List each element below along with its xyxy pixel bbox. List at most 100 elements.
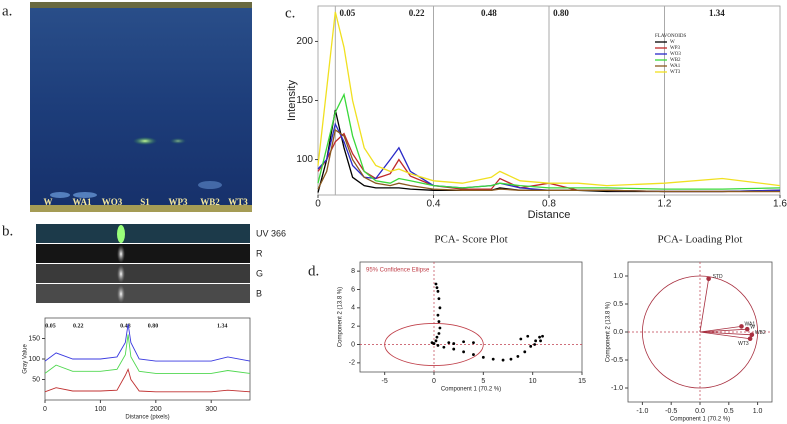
lane-label: S1 — [140, 197, 150, 207]
x-tick-label: 0 — [315, 199, 321, 210]
x-axis-label: Distance — [528, 209, 571, 221]
y-tick-label: 200 — [296, 36, 313, 47]
score-point — [435, 335, 439, 339]
y-tick-label: 0.5 — [613, 301, 623, 308]
strip-b — [36, 284, 250, 303]
score-point — [452, 342, 456, 345]
strip-g — [36, 264, 250, 283]
score-point — [437, 332, 441, 335]
spot — [50, 192, 70, 198]
x-tick-label: 0.0 — [695, 408, 705, 415]
y-tick-label: 0.0 — [613, 329, 623, 336]
ellipse-label: 95% Confidence Ellipse — [366, 268, 430, 274]
strip-uv — [36, 224, 250, 243]
x-tick-label: 5 — [481, 378, 485, 385]
x-tick-label: 200 — [150, 406, 162, 413]
legend-label: WB2 — [670, 58, 681, 63]
panel-label: c. — [285, 5, 295, 21]
y-axis-label: Component 2 (13.8 %) — [606, 302, 612, 362]
score-point — [501, 358, 505, 362]
x-tick-label: -5 — [382, 378, 388, 385]
legend-label: WA1 — [670, 64, 681, 69]
loading-vector — [699, 278, 710, 333]
legend-label: WO3 — [670, 52, 681, 57]
x-tick-label: -1.0 — [636, 408, 648, 415]
line-series — [317, 11, 781, 187]
score-point — [462, 340, 465, 344]
score-point — [436, 344, 440, 347]
y-tick-label: 6 — [351, 286, 355, 293]
spot — [198, 181, 222, 189]
band — [117, 225, 125, 243]
band — [117, 265, 125, 283]
loading-label: WB2 — [755, 330, 766, 336]
loading-vector — [699, 331, 752, 336]
loading-point — [747, 336, 753, 342]
score-point — [436, 289, 440, 293]
lane-label: WT3 — [228, 197, 248, 207]
line-series — [317, 128, 780, 193]
tlc-plate — [30, 2, 252, 212]
y-tick-label: 150 — [296, 95, 313, 106]
solvent-front — [30, 205, 252, 212]
y-tick-label: 0 — [351, 341, 355, 348]
plate-edge — [30, 2, 252, 8]
chart-title: PCA- Loading Plot — [658, 234, 743, 246]
score-point — [529, 344, 533, 348]
loading-vector — [699, 331, 751, 340]
y-tick-label: 150 — [28, 335, 40, 342]
loading-label: STD — [713, 274, 723, 280]
y-tick-label: 8 — [351, 268, 355, 275]
x-axis-label: Component 1 (70.2 %) — [441, 387, 501, 393]
y-tick-label: -0.5 — [611, 357, 623, 364]
score-point — [438, 306, 442, 310]
y-tick-label: 50 — [32, 376, 40, 383]
strip-label: UV 366 — [256, 228, 286, 238]
rf-label: 0.48 — [481, 8, 497, 18]
score-point — [437, 297, 441, 301]
x-tick-label: 1.2 — [658, 199, 672, 210]
loading-point — [749, 332, 755, 338]
loading-vector — [699, 328, 748, 333]
score-point — [538, 335, 541, 339]
loading-point — [739, 324, 744, 329]
score-point — [533, 343, 537, 346]
loading-vector — [699, 326, 742, 333]
strip-label: G — [256, 268, 263, 278]
strip-label: B — [256, 288, 262, 298]
loading-label: WT3 — [738, 341, 749, 347]
legend-title: FLAVONOIDS — [655, 34, 687, 39]
x-tick-label: 0.4 — [427, 199, 441, 210]
score-point — [452, 347, 456, 351]
rf-label: 0.80 — [148, 323, 159, 329]
line-series — [44, 324, 251, 362]
rf-label: 0.05 — [45, 323, 56, 329]
rf-label: 1.34 — [217, 323, 228, 329]
line-series — [317, 109, 781, 193]
lane-label: WA1 — [72, 197, 92, 207]
score-point — [435, 286, 439, 290]
score-point — [519, 337, 523, 341]
strip-label: R — [256, 248, 263, 258]
score-point — [534, 339, 538, 343]
y-tick-label: -1.0 — [611, 385, 623, 392]
unit-circle — [642, 275, 759, 389]
loading-label: WA1 — [744, 322, 755, 328]
x-tick-label: 300 — [205, 406, 217, 413]
spot — [133, 137, 157, 145]
panel-label: b. — [2, 223, 13, 239]
x-tick-label: 0 — [43, 406, 47, 413]
score-point — [432, 342, 436, 345]
chart-title: PCA- Score Plot — [434, 234, 507, 246]
legend-label: W — [670, 40, 675, 45]
strip-r — [36, 244, 250, 263]
legend-label: WT3 — [670, 70, 681, 75]
lane-label: W — [44, 197, 53, 207]
y-axis-label: Component 2 (13.8 %) — [338, 287, 344, 347]
panel-label: a. — [2, 3, 12, 19]
band — [117, 285, 125, 303]
score-point — [462, 350, 465, 354]
lane-label: WO3 — [102, 197, 123, 207]
x-tick-label: 15 — [578, 378, 586, 385]
y-tick-label: 1.0 — [613, 273, 623, 280]
